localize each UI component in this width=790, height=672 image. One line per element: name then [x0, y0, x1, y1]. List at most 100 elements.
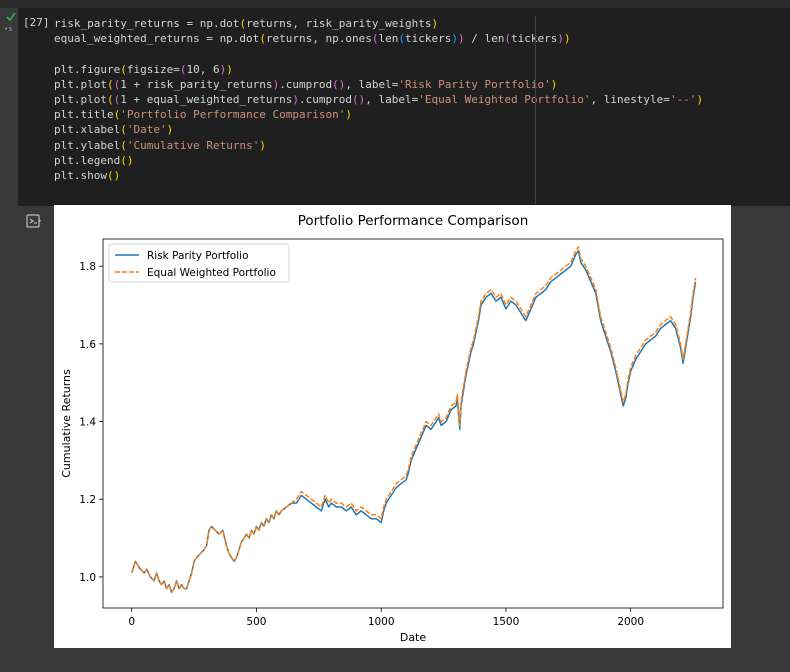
code-token: ) — [696, 92, 704, 106]
code-line: plt.figure(figsize=(10, 6)) — [54, 62, 703, 77]
code-line: plt.legend() — [54, 153, 703, 168]
code-token: 'Cumulative Returns' — [126, 138, 260, 152]
code-token: () — [120, 153, 134, 167]
cell-gutter: •s — [0, 8, 18, 208]
code-line: plt.plot((1 + risk_parity_returns).cumpr… — [54, 77, 703, 92]
code-token: ( — [398, 32, 406, 46]
x-tick-label: 1000 — [368, 616, 395, 628]
code-token: ) — [550, 77, 558, 91]
code-token: ) — [431, 17, 439, 30]
chart-figure: Portfolio Performance Comparison 0 500 1000… — [54, 205, 731, 648]
code-token: ) — [458, 32, 465, 46]
code-token: ( — [113, 108, 121, 122]
legend-box — [108, 243, 290, 283]
code-token: .cumprod — [279, 77, 333, 91]
code-token: equal_weighted_returns = np.dot — [54, 32, 260, 46]
code-token: ) — [272, 77, 280, 91]
code-token: 10, 6 — [186, 62, 220, 76]
code-line: plt.plot((1 + equal_weighted_returns).cu… — [54, 92, 703, 107]
code-token: 'Date' — [126, 123, 167, 137]
x-tick-label: 2000 — [617, 616, 644, 628]
code-token: ) — [219, 62, 227, 76]
code-token: ( — [120, 123, 127, 137]
code-token: figsize= — [126, 62, 180, 76]
output-gutter — [0, 206, 50, 672]
code-token: plt.xlabel — [54, 123, 121, 137]
execution-count: [27] — [23, 16, 50, 29]
code-token: .cumprod — [299, 92, 353, 106]
code-token: ) — [166, 123, 174, 137]
code-token: ) — [345, 108, 353, 122]
code-token: ) — [226, 62, 233, 76]
code-token: () — [352, 92, 366, 106]
code-token: ( — [106, 77, 114, 91]
check-icon — [6, 12, 16, 22]
editor-ruler — [535, 16, 536, 204]
code-token: / len — [464, 32, 505, 46]
code-token: 'Risk Parity Portfolio' — [398, 77, 551, 91]
y-axis-label: Cumulative Returns — [60, 369, 73, 478]
code-token: plt.title — [54, 108, 114, 122]
code-token: len — [378, 32, 399, 46]
code-token: returns, np.ones — [265, 32, 372, 46]
code-token: ) — [259, 138, 266, 152]
code-token: plt.figure — [54, 62, 121, 76]
series-line-1 — [130, 249, 697, 594]
code-token: , label= — [345, 77, 399, 91]
y-tick-label: 1.8 — [79, 261, 96, 273]
code-line: plt.xlabel('Date') — [54, 122, 703, 137]
code-token: plt.plot — [54, 77, 107, 91]
x-axis-label: Date — [400, 631, 427, 644]
code-token: ) — [451, 32, 459, 46]
code-token: 1 + equal_weighted_returns — [120, 92, 293, 106]
code-token: ( — [113, 77, 121, 91]
code-token: 1 + risk_parity_returns — [120, 77, 273, 91]
code-token: risk_parity_returns = np.dot — [54, 17, 240, 30]
code-line: plt.title('Portfolio Performance Compari… — [54, 107, 703, 122]
code-line: plt.show() — [54, 168, 703, 183]
code-token: ( — [259, 32, 266, 46]
exec-time-icon: •s — [4, 25, 13, 33]
code-token: 'Equal Weighted Portfolio' — [418, 92, 591, 106]
code-token: ( — [120, 138, 127, 152]
code-token: plt.legend — [54, 153, 121, 167]
code-token: returns, risk_parity_weights — [246, 17, 432, 30]
code-token: ( — [106, 92, 114, 106]
y-tick-label: 1.2 — [79, 494, 96, 506]
code-token: , label= — [365, 92, 419, 106]
code-token: ) — [564, 32, 571, 46]
code-line: risk_parity_returns = np.dot(returns, ri… — [54, 16, 703, 31]
plot-area-frame — [102, 238, 724, 609]
code-token: ( — [120, 62, 127, 76]
code-token: () — [106, 168, 121, 182]
code-token: ) — [557, 32, 564, 46]
code-token: plt.show — [54, 168, 107, 182]
code-token: , linestyle= — [590, 92, 670, 106]
code-token: tickers — [511, 32, 557, 45]
x-tick-label: 500 — [246, 616, 266, 628]
code-token: ) — [292, 92, 300, 106]
code-token: ( — [113, 92, 121, 106]
code-editor[interactable]: [27] risk_parity_returns = np.dot(return… — [18, 8, 790, 206]
code-token: 'Portfolio Performance Comparison' — [120, 108, 346, 122]
code-token: tickers — [405, 32, 452, 46]
output-toggle-icon[interactable] — [26, 214, 42, 228]
code-token: ( — [371, 32, 379, 46]
y-tick-label: 1.6 — [79, 339, 96, 351]
code-lines[interactable]: risk_parity_returns = np.dot ( returns, ri… — [54, 16, 703, 183]
legend-label-1: Risk Parity Portfolio — [147, 250, 249, 262]
series-line-2 — [130, 246, 697, 594]
x-tick-label: 0 — [128, 616, 135, 628]
code-line: plt.ylabel('Cumulative Returns') — [54, 138, 703, 153]
code-token: () — [332, 77, 346, 91]
code-line: equal_weighted_returns = np.dot(returns,… — [54, 31, 703, 46]
code-token: '--' — [669, 92, 697, 106]
chart-title: Portfolio Performance Comparison — [298, 213, 529, 229]
code-token: plt.ylabel — [54, 138, 121, 152]
code-token: ( — [504, 32, 512, 46]
legend-label-2: Equal Weighted Portfolio — [147, 267, 276, 279]
top-strip — [0, 0, 790, 8]
x-tick-label: 1500 — [493, 616, 520, 628]
y-tick-label: 1.4 — [79, 417, 96, 429]
y-tick-label: 1.0 — [79, 572, 96, 584]
